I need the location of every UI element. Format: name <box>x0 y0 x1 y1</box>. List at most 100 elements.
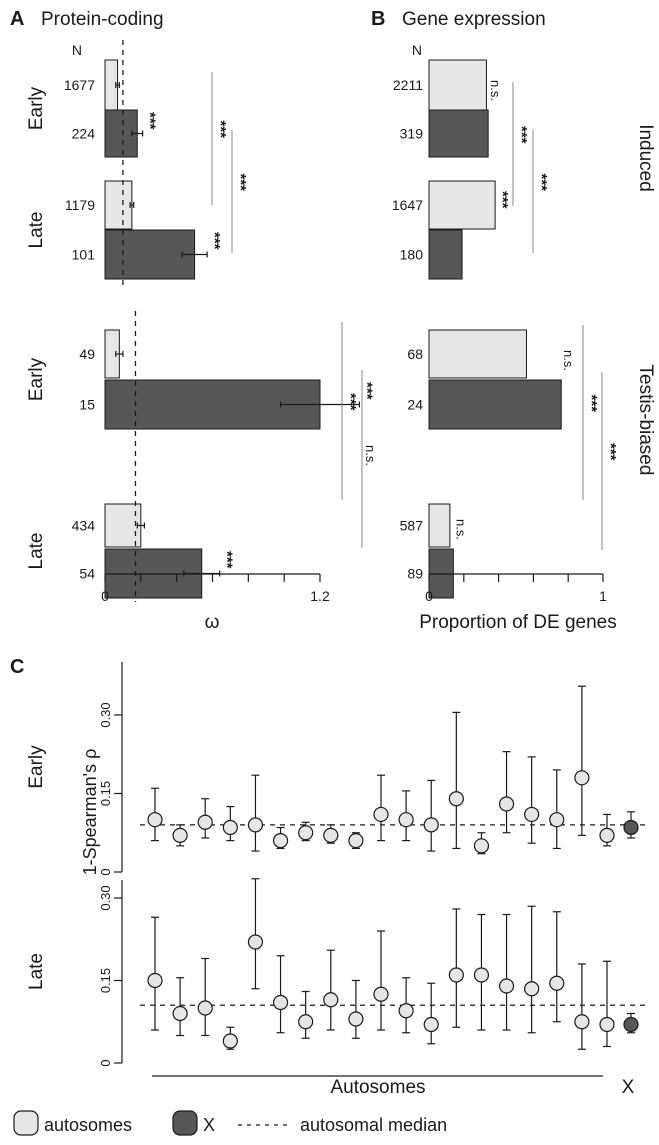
comparison-label-a-2: *** <box>342 393 359 411</box>
n-label-a-1-1: 101 <box>72 247 96 263</box>
point-c-1-3 <box>222 1033 238 1049</box>
bar-b-2-1 <box>428 379 562 430</box>
comparison-label-a-0: *** <box>212 121 229 139</box>
bar-b-0-0 <box>428 59 487 111</box>
point-c-1-14 <box>498 978 515 994</box>
n-label-b-3-0: 587 <box>400 518 424 534</box>
legend-x-swatch <box>172 1110 198 1136</box>
bar-b-1-0 <box>428 180 496 230</box>
n-label-a-0-1: 224 <box>72 126 96 142</box>
point-c-1-6 <box>298 1014 314 1030</box>
n-label-b-2-0: 68 <box>407 346 423 362</box>
point-c-0-0 <box>147 812 163 828</box>
comparison-label-b-1: *** <box>533 174 550 192</box>
comparison-label-a-1: *** <box>232 174 249 192</box>
sig-a-0-1: *** <box>142 112 159 130</box>
x-tick-label-a-1: 1.2 <box>310 588 330 604</box>
point-c-1-10 <box>398 1003 414 1019</box>
x-label-autosomes: Autosomes <box>330 1077 425 1098</box>
n-label-b-0-0: 2211 <box>393 77 423 93</box>
x-tick-label-b-1: 1 <box>599 588 607 604</box>
panel-a-plot: 1677 224 *** Early 1179 101 *** Late 49 15 *** Earl… <box>26 40 378 633</box>
panel-a-n-header: N <box>72 42 82 58</box>
n-label-b-0-1: 319 <box>400 126 424 142</box>
point-c-0-18 <box>599 827 615 843</box>
bar-a-1-0 <box>104 180 133 230</box>
n-label-a-2-0: 49 <box>79 346 95 362</box>
point-c-1-13 <box>473 967 490 983</box>
bar-a-1-1 <box>104 229 196 280</box>
legend-autosomes-label: autosomes <box>44 1115 132 1135</box>
y-tick-label-c-1-2: 0.30 <box>98 885 113 910</box>
n-label-a-0-0: 1677 <box>64 77 95 93</box>
point-c-1-18 <box>599 1016 615 1033</box>
panel-c-letter: C <box>10 656 24 678</box>
panel-a-title: Protein-coding <box>41 9 164 30</box>
panel-a-letter: A <box>10 8 24 30</box>
point-c-1-19 <box>623 1016 639 1033</box>
point-c-0-11 <box>423 817 439 833</box>
y-tick-label-c-1-1: 0.15 <box>98 968 113 993</box>
point-c-1-8 <box>348 1011 364 1027</box>
y-tick-label-c-1-0: 0 <box>98 1059 113 1066</box>
point-c-0-16 <box>549 812 565 828</box>
row-label-c-1: Late <box>26 953 47 990</box>
point-c-1-16 <box>549 975 565 991</box>
point-c-1-2 <box>197 1000 213 1016</box>
bar-b-1-1 <box>428 229 463 280</box>
comparison-label-b-3: *** <box>602 443 619 461</box>
sig-a-2-1: *** <box>358 382 375 400</box>
point-c-0-9 <box>373 806 389 823</box>
point-c-1-12 <box>448 967 464 983</box>
stage-label-a-1: Late <box>26 212 47 249</box>
y-tick-label-c-0-1: 0.15 <box>98 781 113 806</box>
point-c-0-7 <box>323 827 339 843</box>
comparison-label-a-3: n.s. <box>363 445 378 466</box>
point-c-1-7 <box>323 992 339 1008</box>
sig-a-3-1: *** <box>219 551 236 569</box>
x-tick-label-a-0: 0 <box>101 588 109 604</box>
n-label-a-3-0: 434 <box>72 518 96 534</box>
y-tick-label-c-0-0: 0 <box>98 868 113 875</box>
point-c-1-1 <box>172 1005 188 1022</box>
n-label-b-2-1: 24 <box>407 397 423 413</box>
n-label-b-3-1: 89 <box>407 566 423 582</box>
panel-b-title: Gene expression <box>402 9 546 30</box>
sig-a-1-1: *** <box>206 232 223 250</box>
n-label-b-1-0: 1647 <box>392 197 423 213</box>
point-c-0-2 <box>197 814 213 830</box>
sig-b-1-0: *** <box>494 191 511 209</box>
point-c-0-5 <box>272 832 289 849</box>
legend-autosomes-swatch <box>13 1110 39 1136</box>
sig-b-0-1: n.s. <box>488 80 503 101</box>
n-label-b-1-1: 180 <box>400 247 424 263</box>
panel-b-plot: 2211 319 n.s. 1647 *** 180 68 24 n.s. 587 89 n.s. **… <box>392 59 656 633</box>
point-c-0-6 <box>298 825 314 841</box>
point-c-0-12 <box>448 791 464 807</box>
point-c-0-17 <box>574 770 590 786</box>
point-c-0-14 <box>498 796 515 812</box>
point-c-0-1 <box>172 827 188 843</box>
n-label-a-3-1: 54 <box>79 566 95 582</box>
point-c-0-19 <box>623 819 639 836</box>
sig-b-2-1: n.s. <box>561 350 576 371</box>
point-c-0-8 <box>348 832 364 849</box>
point-c-0-13 <box>473 838 490 854</box>
point-c-1-9 <box>373 986 389 1002</box>
comparison-label-b-0: *** <box>513 126 530 144</box>
facet-label-induced: Induced <box>635 124 656 192</box>
point-c-1-11 <box>423 1016 439 1033</box>
point-c-1-5 <box>272 994 289 1011</box>
x-tick-label-b-0: 0 <box>425 588 433 604</box>
point-c-0-4 <box>247 817 264 833</box>
panel-c-plot: 0 0.15 0.30 Early 0 0.15 0.30 Late 1-Spearman's … <box>26 662 645 1098</box>
panel-b-n-header: N <box>412 42 422 58</box>
point-c-1-17 <box>574 1014 590 1030</box>
bar-b-2-0 <box>428 329 527 379</box>
y-tick-label-c-0-2: 0.30 <box>98 702 113 727</box>
bar-b-3-0 <box>428 503 451 548</box>
point-c-0-15 <box>524 806 540 823</box>
x-label-x: X <box>622 1077 635 1098</box>
x-axis-label-b: Proportion of DE genes <box>419 612 617 633</box>
